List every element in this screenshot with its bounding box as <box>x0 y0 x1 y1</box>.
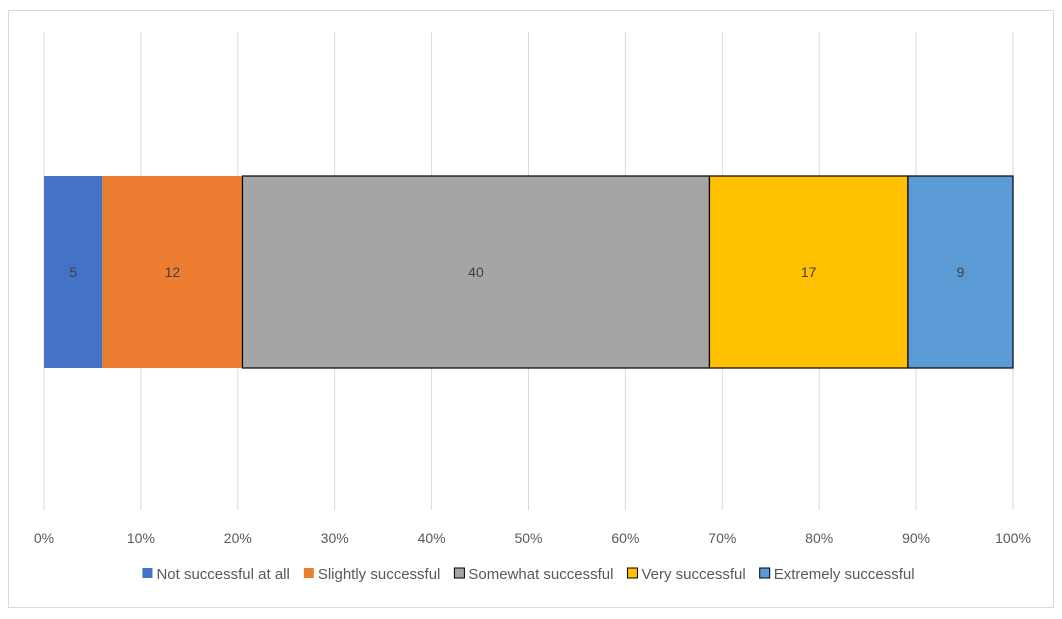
legend-label: Not successful at all <box>156 566 289 583</box>
x-tick-label: 10% <box>127 530 155 546</box>
data-label: 9 <box>957 264 965 280</box>
data-label: 17 <box>801 264 817 280</box>
x-tick-label: 0% <box>34 530 54 546</box>
x-tick-label: 70% <box>708 530 736 546</box>
bar-segment <box>241 175 711 369</box>
x-tick-label: 100% <box>995 530 1031 546</box>
bar-segment <box>44 176 103 368</box>
x-tick-label: 50% <box>514 530 542 546</box>
legend-label: Somewhat successful <box>468 566 613 583</box>
legend-item: Somewhat successful <box>453 566 613 583</box>
legend-item: Extremely successful <box>759 566 915 583</box>
bar-segment <box>102 176 243 368</box>
x-tick-label: 60% <box>611 530 639 546</box>
legend-item: Slightly successful <box>303 566 441 583</box>
data-label: 12 <box>165 264 181 280</box>
legend-item: Not successful at all <box>142 566 290 583</box>
bar-segment <box>708 175 909 369</box>
legend-label: Extremely successful <box>774 566 915 583</box>
x-tick-label: 80% <box>805 530 833 546</box>
legend-swatch <box>759 567 771 579</box>
data-labels: 5 12 40 17 9 <box>69 264 964 280</box>
legend-swatch <box>626 567 638 579</box>
legend-swatch <box>303 568 314 578</box>
bar-segment <box>907 175 1014 369</box>
x-tick-label: 90% <box>902 530 930 546</box>
legend-swatch <box>142 568 153 578</box>
legend-label: Very successful <box>641 566 745 583</box>
data-label: 40 <box>468 264 484 280</box>
x-tick-label: 30% <box>321 530 349 546</box>
legend-label: Slightly successful <box>318 566 441 583</box>
data-label: 5 <box>69 264 77 280</box>
legend-swatch <box>453 567 465 579</box>
x-axis-tick-labels: 0% 10% 20% 30% 40% 50% 60% 70% 80% 90% 100% <box>34 530 1031 546</box>
legend: Not successful at all Slightly successful… <box>142 566 915 583</box>
bar-segments <box>44 175 1014 369</box>
legend-item: Very successful <box>626 566 746 583</box>
x-tick-label: 40% <box>418 530 446 546</box>
x-tick-label: 20% <box>224 530 252 546</box>
